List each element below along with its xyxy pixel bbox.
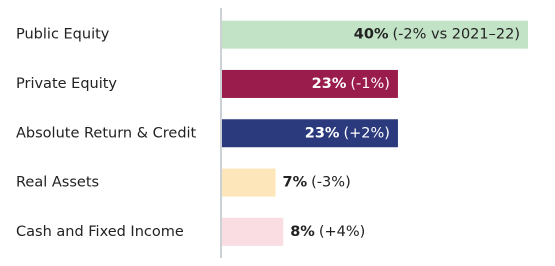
category-label: Private Equity <box>16 76 117 92</box>
value-text: 23% <box>305 125 340 141</box>
value-label: 23% (-1%) <box>312 76 390 92</box>
category-label: Real Assets <box>16 175 99 191</box>
category-label: Cash and Fixed Income <box>16 224 184 240</box>
change-text: (-3%) <box>311 175 351 191</box>
change-text: (+2%) <box>343 125 389 141</box>
category-label: Absolute Return & Credit <box>16 125 197 141</box>
change-text: (-2% vs 2021–22) <box>392 27 520 43</box>
value-text: 8% <box>290 224 315 240</box>
bar <box>222 69 398 98</box>
value-label: 23% (+2%) <box>305 125 390 141</box>
value-text: 23% <box>312 76 347 92</box>
bar <box>222 217 284 246</box>
change-text: (+4%) <box>319 224 365 240</box>
value-label: 7% (-3%) <box>283 175 351 191</box>
change-text: (-1%) <box>350 76 390 92</box>
value-text: 7% <box>283 175 308 191</box>
value-text: 40% <box>354 27 389 43</box>
category-label: Public Equity <box>16 27 110 43</box>
value-label: 8% (+4%) <box>290 224 365 240</box>
bar <box>222 119 398 148</box>
bar <box>222 20 528 49</box>
value-label: 40% (-2% vs 2021–22) <box>354 27 520 43</box>
bar <box>222 168 276 197</box>
